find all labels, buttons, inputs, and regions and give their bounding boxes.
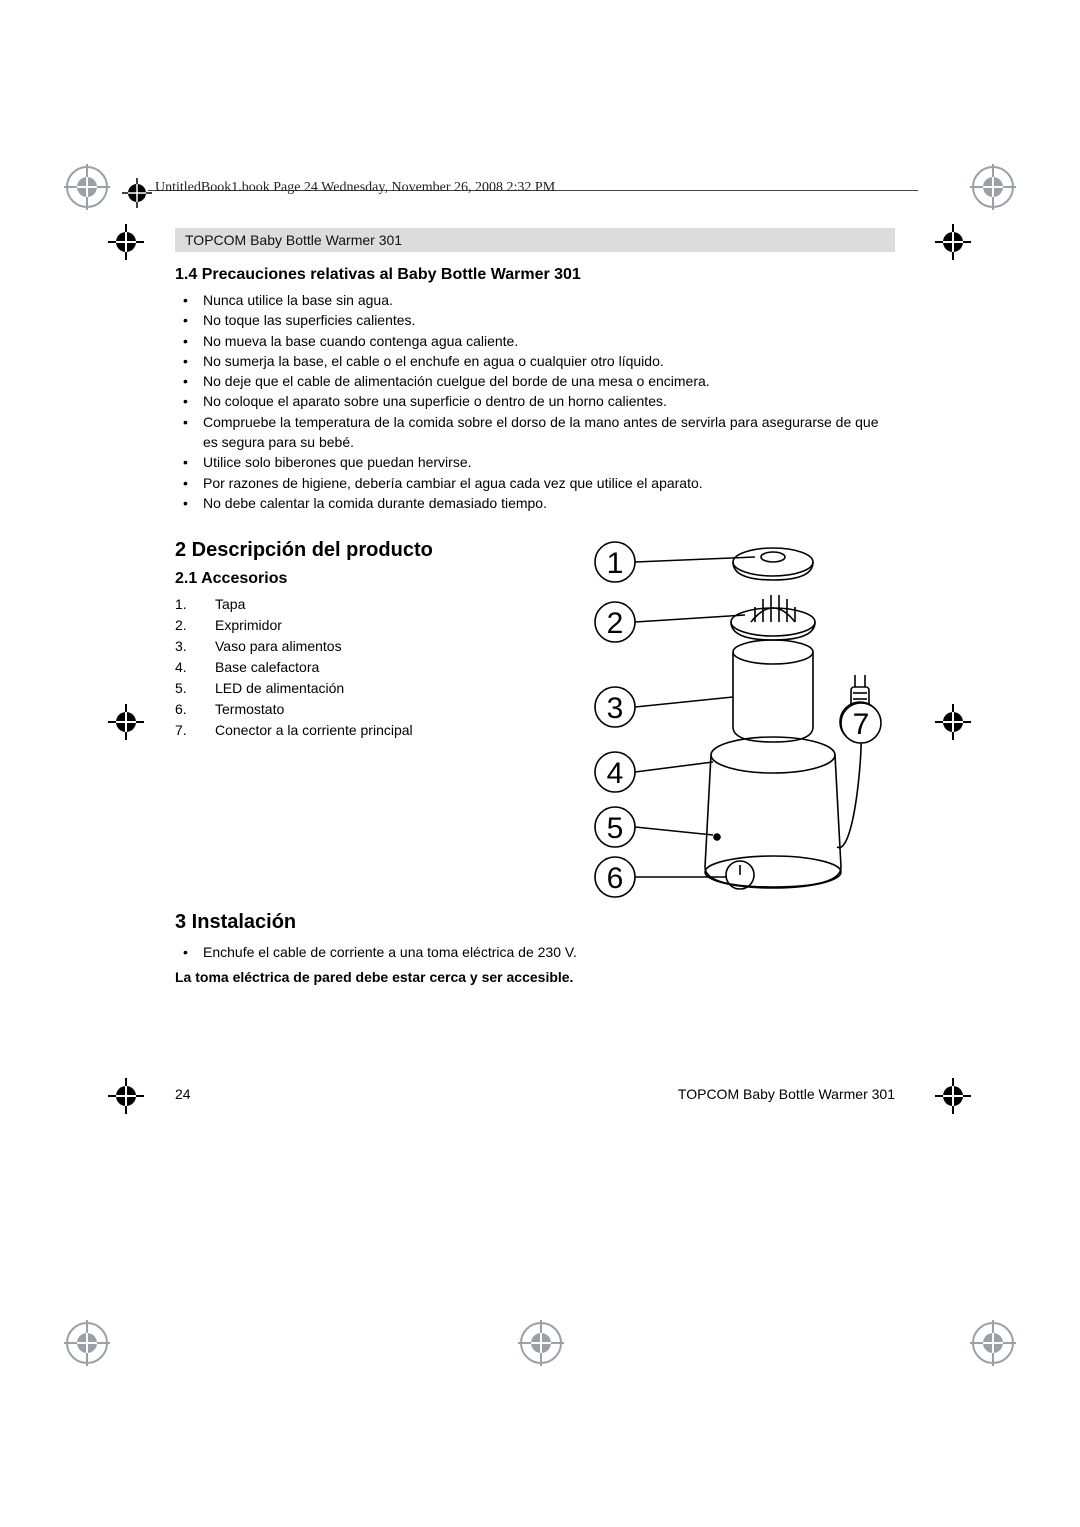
callout-5: 5 [607,812,624,845]
list-item: 4.Base calefactora [175,657,545,678]
list-item: 7.Conector a la corriente principal [175,720,545,741]
page-footer: 24 TOPCOM Baby Bottle Warmer 301 [175,1086,895,1102]
registration-mark-icon [970,1320,1016,1366]
page-content: TOPCOM Baby Bottle Warmer 301 1.4 Precau… [175,228,895,987]
callout-6: 6 [607,862,624,895]
chapter-2-heading: 2 Descripción del producto [175,539,545,562]
registration-mark-icon [64,1320,110,1366]
cross-mark-icon [935,704,971,740]
bullet-item: Compruebe la temperatura de la comida so… [175,412,895,453]
bullet-item: No coloque el aparato sobre una superfic… [175,391,895,411]
callout-4: 4 [607,757,624,790]
cross-mark-icon [935,224,971,260]
chapter-3-bullets: Enchufe el cable de corriente a una toma… [175,942,545,962]
bullet-item: Nunca utilice la base sin agua. [175,290,895,310]
page-number: 24 [175,1086,191,1102]
registration-mark-icon [518,1320,564,1366]
registration-mark-icon [970,164,1016,210]
callout-7: 7 [853,708,870,741]
bullet-item: Utilice solo biberones que puedan hervir… [175,452,895,472]
section-2-1-heading: 2.1 Accesorios [175,570,545,588]
section-1-4-heading: 1.4 Precauciones relativas al Baby Bottl… [175,266,895,284]
cross-mark-icon [108,1078,144,1114]
bullet-item: Enchufe el cable de corriente a una toma… [175,942,735,962]
list-item: 6.Termostato [175,699,545,720]
accessories-list: 1.Tapa 2.Exprimidor 3.Vaso para alimento… [175,594,545,741]
bullet-item: No toque las superficies calientes. [175,310,895,330]
bullet-item: No debe calentar la comida durante demas… [175,493,895,513]
registration-mark-icon [64,164,110,210]
bullet-item: No deje que el cable de alimentación cue… [175,371,895,391]
section-1-4-bullets: Nunca utilice la base sin agua. No toque… [175,290,895,513]
bullet-item: No sumerja la base, el cable o el enchuf… [175,351,895,371]
bullet-item: Por razones de higiene, debería cambiar … [175,473,895,493]
footer-title: TOPCOM Baby Bottle Warmer 301 [678,1086,895,1102]
cross-mark-icon [108,224,144,260]
book-header-text: UntitledBook1.book Page 24 Wednesday, No… [155,180,915,196]
cross-mark-icon [108,704,144,740]
chapter-3-heading: 3 Instalación [175,911,545,934]
list-item: 3.Vaso para alimentos [175,636,545,657]
chapter-3-bold: La toma eléctrica de pared debe estar ce… [175,967,735,987]
list-item: 2.Exprimidor [175,615,545,636]
doc-title-bar: TOPCOM Baby Bottle Warmer 301 [175,228,895,252]
callout-1: 1 [607,547,624,580]
bullet-item: No mueva la base cuando contenga agua ca… [175,331,895,351]
callout-2: 2 [607,607,624,640]
list-item: 1.Tapa [175,594,545,615]
cross-mark-icon [935,1078,971,1114]
callout-3: 3 [607,692,624,725]
crop-mark-icon [122,178,152,208]
product-diagram: 1 2 3 4 5 6 7 [545,517,895,902]
list-item: 5.LED de alimentación [175,678,545,699]
